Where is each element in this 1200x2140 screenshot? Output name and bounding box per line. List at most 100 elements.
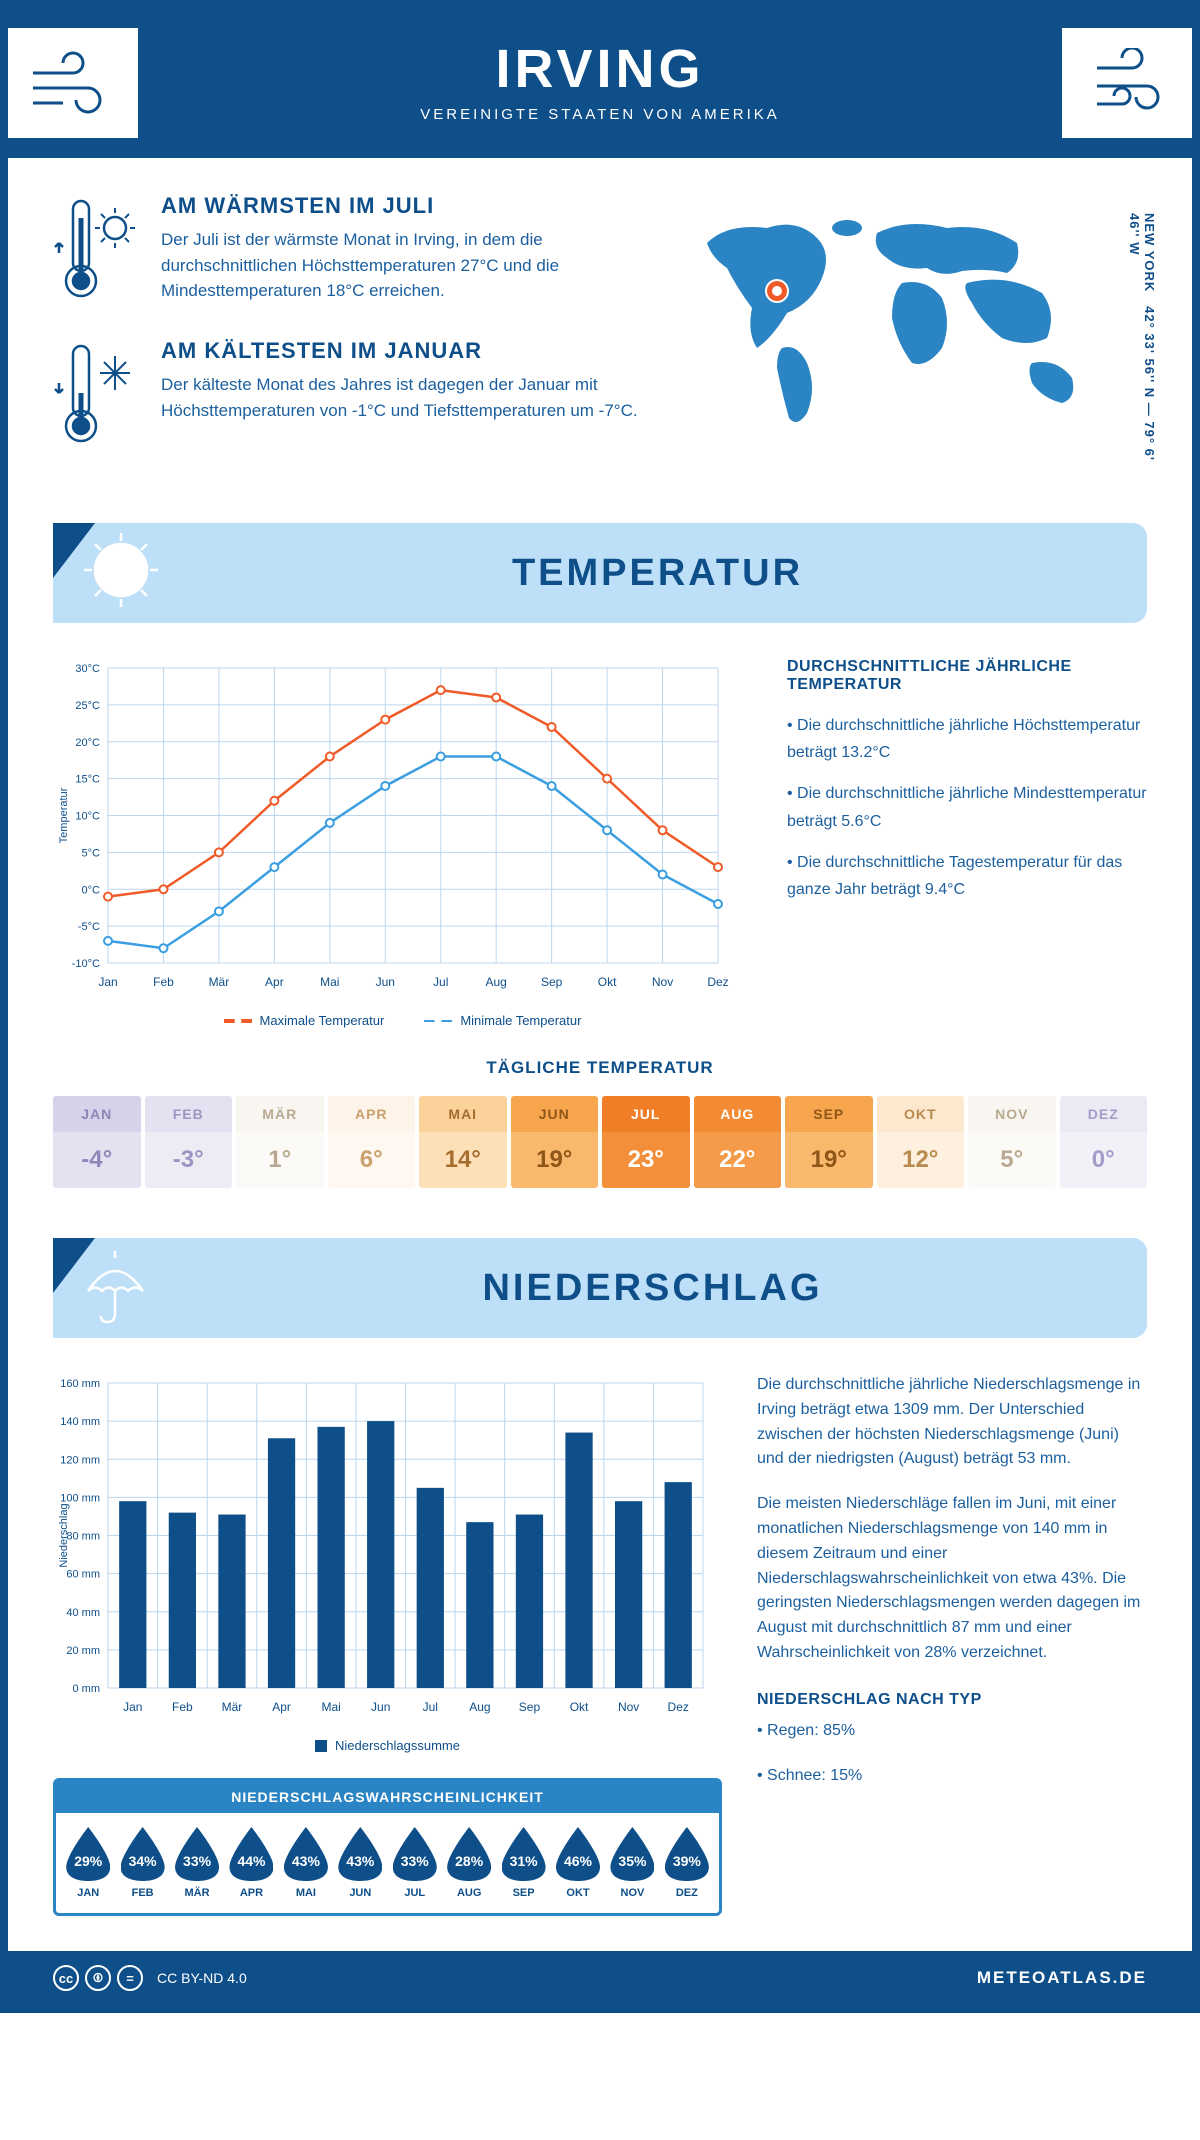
daily-cell: OKT 12°	[877, 1096, 965, 1188]
svg-text:20 mm: 20 mm	[66, 1645, 100, 1657]
content: AM WÄRMSTEN IM JULI Der Juli ist der wär…	[8, 158, 1192, 1951]
daily-cell: JUN 19°	[511, 1096, 599, 1188]
svg-text:Okt: Okt	[570, 1700, 589, 1714]
svg-text:10°C: 10°C	[75, 811, 100, 823]
svg-text:Dez: Dez	[668, 1700, 689, 1714]
brand-label: METEOATLAS.DE	[977, 1968, 1147, 1988]
country-subtitle: VEREINIGTE STAATEN VON AMERIKA	[28, 106, 1172, 123]
temperature-chart: -10°C-5°C0°C5°C10°C15°C20°C25°C30°CJanFe…	[53, 658, 752, 1028]
daily-cell: MÄR 1°	[236, 1096, 324, 1188]
probability-drop: 43%JUN	[334, 1827, 386, 1899]
warmest-fact: AM WÄRMSTEN IM JULI Der Juli ist der wär…	[53, 193, 647, 308]
header: IRVING VEREINIGTE STAATEN VON AMERIKA	[8, 8, 1192, 158]
temperature-row: -10°C-5°C0°C5°C10°C15°C20°C25°C30°CJanFe…	[53, 658, 1147, 1028]
daily-cell: JUL 23°	[602, 1096, 690, 1188]
svg-text:Aug: Aug	[486, 975, 507, 989]
probability-drop: 34%FEB	[116, 1827, 168, 1899]
world-map-box: NEW YORK 42° 33' 56'' N — 79° 6' 46'' W	[677, 193, 1147, 483]
city-title: IRVING	[28, 38, 1172, 100]
svg-text:Aug: Aug	[469, 1700, 490, 1714]
daily-cell: AUG 22°	[694, 1096, 782, 1188]
wind-icon-right	[1062, 28, 1192, 138]
svg-text:Dez: Dez	[707, 975, 728, 989]
probability-drop: 29%JAN	[62, 1827, 114, 1899]
probability-drops: 29%JAN 34%FEB 33%MÄR 44%APR 43%MAI 43%JU…	[56, 1813, 719, 1913]
precipitation-info: Die durchschnittliche jährliche Niedersc…	[757, 1373, 1147, 1916]
precipitation-title: NIEDERSCHLAG	[158, 1267, 1147, 1310]
probability-drop: 35%NOV	[606, 1827, 658, 1899]
svg-text:Okt: Okt	[598, 975, 617, 989]
svg-text:Jun: Jun	[371, 1700, 390, 1714]
precip-type-title: NIEDERSCHLAG NACH TYP	[757, 1691, 1147, 1709]
svg-text:Mai: Mai	[321, 1700, 340, 1714]
precipitation-section-header: NIEDERSCHLAG	[53, 1238, 1147, 1338]
probability-box: NIEDERSCHLAGSWAHRSCHEINLICHKEIT 29%JAN 3…	[53, 1778, 722, 1916]
svg-text:Jan: Jan	[123, 1700, 142, 1714]
daily-cell: FEB -3°	[145, 1096, 233, 1188]
license-label: CC BY-ND 4.0	[157, 1970, 247, 1986]
svg-text:Apr: Apr	[265, 975, 284, 989]
svg-text:-5°C: -5°C	[78, 921, 100, 933]
svg-text:Jun: Jun	[376, 975, 395, 989]
probability-drop: 44%APR	[225, 1827, 277, 1899]
temperature-title: TEMPERATUR	[168, 552, 1147, 595]
svg-text:Feb: Feb	[172, 1700, 193, 1714]
temp-info-title: DURCHSCHNITTLICHE JÄHRLICHE TEMPERATUR	[787, 658, 1147, 694]
svg-text:120 mm: 120 mm	[60, 1454, 100, 1466]
svg-text:Apr: Apr	[272, 1700, 291, 1714]
world-map-icon	[677, 193, 1117, 443]
probability-drop: 39%DEZ	[661, 1827, 713, 1899]
svg-text:Jan: Jan	[98, 975, 117, 989]
temperature-section-header: TEMPERATUR	[53, 523, 1147, 623]
svg-text:Sep: Sep	[519, 1700, 541, 1714]
probability-drop: 43%MAI	[280, 1827, 332, 1899]
svg-text:15°C: 15°C	[75, 774, 100, 786]
svg-text:40 mm: 40 mm	[66, 1607, 100, 1619]
infographic-page: IRVING VEREINIGTE STAATEN VON AMERIKA AM…	[0, 0, 1200, 2013]
coldest-fact: AM KÄLTESTEN IM JANUAR Der kälteste Mona…	[53, 338, 647, 453]
svg-text:Niederschlag: Niederschlag	[58, 1503, 70, 1567]
probability-drop: 31%SEP	[497, 1827, 549, 1899]
svg-text:Sep: Sep	[541, 975, 563, 989]
precipitation-row: 0 mm 20 mm 40 mm 60 mm 80 mm 100 mm 120 mm 140 …	[53, 1373, 1147, 1916]
svg-text:80 mm: 80 mm	[66, 1531, 100, 1543]
svg-text:Mär: Mär	[209, 975, 230, 989]
svg-text:160 mm: 160 mm	[60, 1378, 100, 1390]
svg-text:Feb: Feb	[153, 975, 174, 989]
probability-drop: 33%JUL	[389, 1827, 441, 1899]
precipitation-chart: 0 mm 20 mm 40 mm 60 mm 80 mm 100 mm 120 mm 140 …	[53, 1373, 713, 1723]
svg-text:5°C: 5°C	[82, 847, 101, 859]
svg-text:140 mm: 140 mm	[60, 1416, 100, 1428]
coordinates-label: NEW YORK 42° 33' 56'' N — 79° 6' 46'' W	[1127, 213, 1157, 483]
svg-text:30°C: 30°C	[75, 663, 100, 675]
probability-title: NIEDERSCHLAGSWAHRSCHEINLICHKEIT	[56, 1781, 719, 1813]
thermometer-snow-icon	[53, 338, 143, 453]
intro-row: AM WÄRMSTEN IM JULI Der Juli ist der wär…	[53, 193, 1147, 483]
temperature-info: DURCHSCHNITTLICHE JÄHRLICHE TEMPERATUR •…	[787, 658, 1147, 1028]
daily-cell: SEP 19°	[785, 1096, 873, 1188]
svg-text:20°C: 20°C	[75, 737, 100, 749]
svg-text:Mai: Mai	[320, 975, 339, 989]
svg-text:Nov: Nov	[652, 975, 673, 989]
svg-text:100 mm: 100 mm	[60, 1492, 100, 1504]
facts-column: AM WÄRMSTEN IM JULI Der Juli ist der wär…	[53, 193, 647, 483]
daily-cell: JAN -4°	[53, 1096, 141, 1188]
coldest-title: AM KÄLTESTEN IM JANUAR	[161, 338, 647, 364]
warmest-text: Der Juli ist der wärmste Monat in Irving…	[161, 227, 647, 304]
precipitation-left: 0 mm 20 mm 40 mm 60 mm 80 mm 100 mm 120 mm 140 …	[53, 1373, 722, 1916]
daily-cell: DEZ 0°	[1060, 1096, 1148, 1188]
svg-text:-10°C: -10°C	[72, 958, 100, 970]
svg-text:Temperatur: Temperatur	[58, 787, 70, 843]
daily-temperature-grid: JAN -4° FEB -3° MÄR 1° APR 6° MAI 14° JU…	[53, 1096, 1147, 1188]
daily-cell: APR 6°	[328, 1096, 416, 1188]
temperature-legend: Maximale Temperatur Minimale Temperatur	[53, 1013, 752, 1028]
svg-text:0 mm: 0 mm	[73, 1683, 101, 1695]
svg-text:Jul: Jul	[423, 1700, 438, 1714]
svg-text:60 mm: 60 mm	[66, 1569, 100, 1581]
svg-text:Mär: Mär	[222, 1700, 243, 1714]
probability-drop: 28%AUG	[443, 1827, 495, 1899]
daily-cell: NOV 5°	[968, 1096, 1056, 1188]
probability-drop: 33%MÄR	[171, 1827, 223, 1899]
thermometer-sun-icon	[53, 193, 143, 308]
daily-cell: MAI 14°	[419, 1096, 507, 1188]
